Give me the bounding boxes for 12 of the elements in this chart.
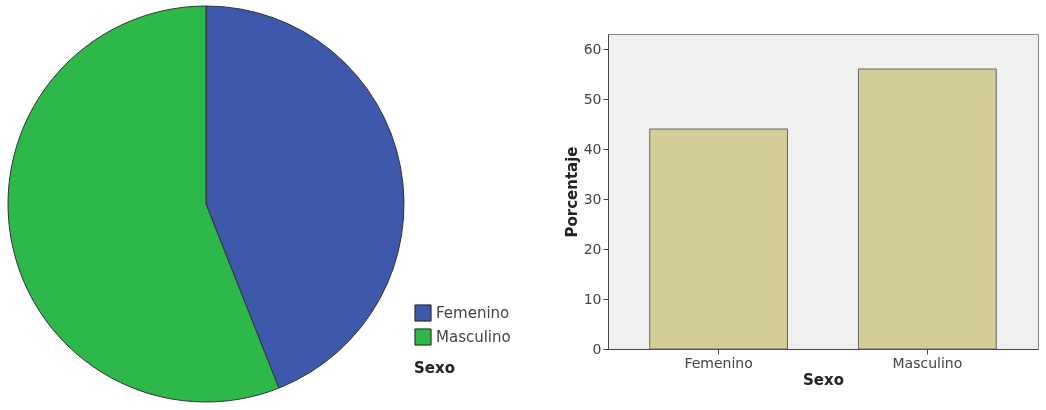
legend-label: Femenino	[436, 304, 510, 322]
y-tick-label: 10	[583, 290, 602, 307]
y-tick-label: 50	[583, 90, 602, 107]
y-tick-label: 0	[592, 340, 602, 357]
legend-title: Sexo	[414, 359, 455, 377]
y-tick-label: 40	[583, 140, 602, 157]
x-axis-title: Sexo	[803, 370, 844, 389]
y-tick-label: 20	[583, 240, 602, 257]
y-tick-label: 30	[583, 190, 602, 207]
y-tick-label: 60	[583, 40, 602, 57]
y-axis-title: Porcentaje	[562, 146, 581, 238]
legend-label: Masculino	[436, 328, 511, 346]
